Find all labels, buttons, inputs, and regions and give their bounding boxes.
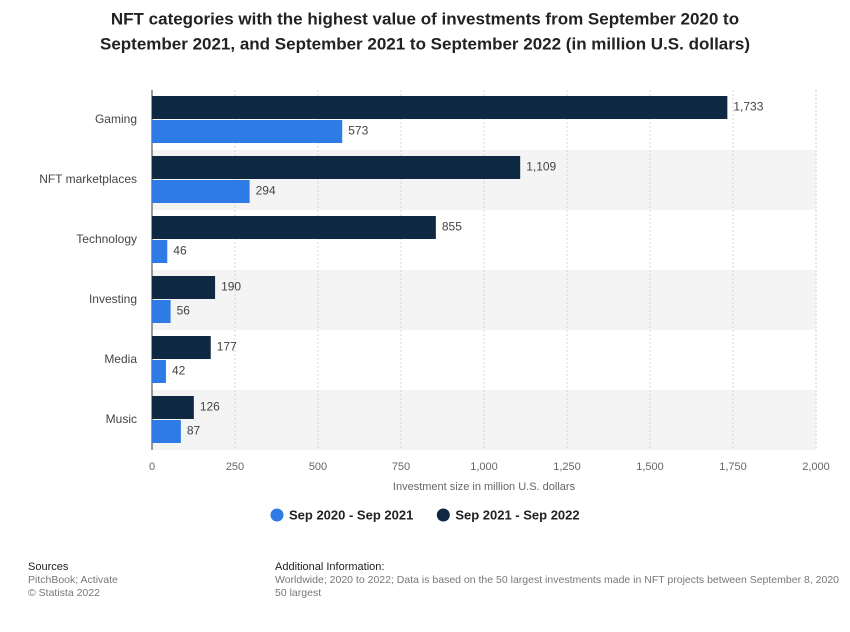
info-title: Additional Information: (275, 561, 384, 573)
y-tick-label: Media (104, 352, 137, 366)
x-tick-label: 0 (149, 461, 155, 473)
y-tick-label: Technology (76, 232, 137, 246)
data-label: 855 (442, 220, 462, 234)
data-label: 46 (173, 244, 187, 258)
data-label: 42 (172, 364, 186, 378)
legend-marker (436, 508, 450, 522)
info-text: 50 largest (275, 587, 321, 599)
bar (152, 336, 211, 359)
data-label: 126 (200, 400, 220, 414)
source: © Statista 2022 (28, 587, 100, 599)
x-tick-label: 1,000 (470, 461, 498, 473)
x-tick-label: 1,250 (553, 461, 581, 473)
data-label: 177 (217, 340, 237, 354)
data-label: 573 (348, 124, 368, 138)
x-tick-label: 1,750 (719, 461, 747, 473)
y-tick-label: Gaming (95, 112, 137, 126)
bar (152, 420, 181, 443)
info-text: Worldwide; 2020 to 2022; Data is based o… (275, 574, 839, 586)
x-axis-title: Investment size in million U.S. dollars (393, 481, 576, 493)
data-label: 56 (177, 304, 191, 318)
bar (152, 360, 166, 383)
data-label: 190 (221, 280, 241, 294)
x-tick-label: 1,500 (636, 461, 664, 473)
chart-title: September 2021, and September 2021 to Se… (100, 34, 750, 53)
x-tick-label: 500 (309, 461, 327, 473)
bar (152, 216, 436, 239)
bar (152, 300, 171, 323)
y-tick-label: Investing (89, 292, 137, 306)
bar (152, 96, 728, 119)
x-tick-label: 750 (392, 461, 410, 473)
data-label: 87 (187, 424, 201, 438)
bar (152, 180, 250, 203)
y-tick-label: NFT marketplaces (39, 172, 137, 186)
y-tick-label: Music (106, 412, 137, 426)
bar (152, 240, 168, 263)
legend-label: Sep 2021 - Sep 2022 (455, 507, 579, 522)
chart-title: NFT categories with the highest value of… (111, 9, 739, 28)
data-label: 1,733 (733, 100, 763, 114)
legend-label: Sep 2020 - Sep 2021 (289, 507, 413, 522)
grid (234, 90, 817, 450)
data-label: 1,109 (526, 160, 556, 174)
legend-marker (270, 508, 284, 522)
bar (152, 276, 216, 299)
sources-title: Sources (28, 561, 69, 573)
x-tick-label: 2,000 (802, 461, 830, 473)
bar (152, 120, 343, 143)
x-tick-label: 250 (226, 461, 244, 473)
data-label: 294 (256, 184, 276, 198)
bar (152, 156, 521, 179)
bar (152, 396, 194, 419)
source: PitchBook; Activate (28, 574, 118, 586)
